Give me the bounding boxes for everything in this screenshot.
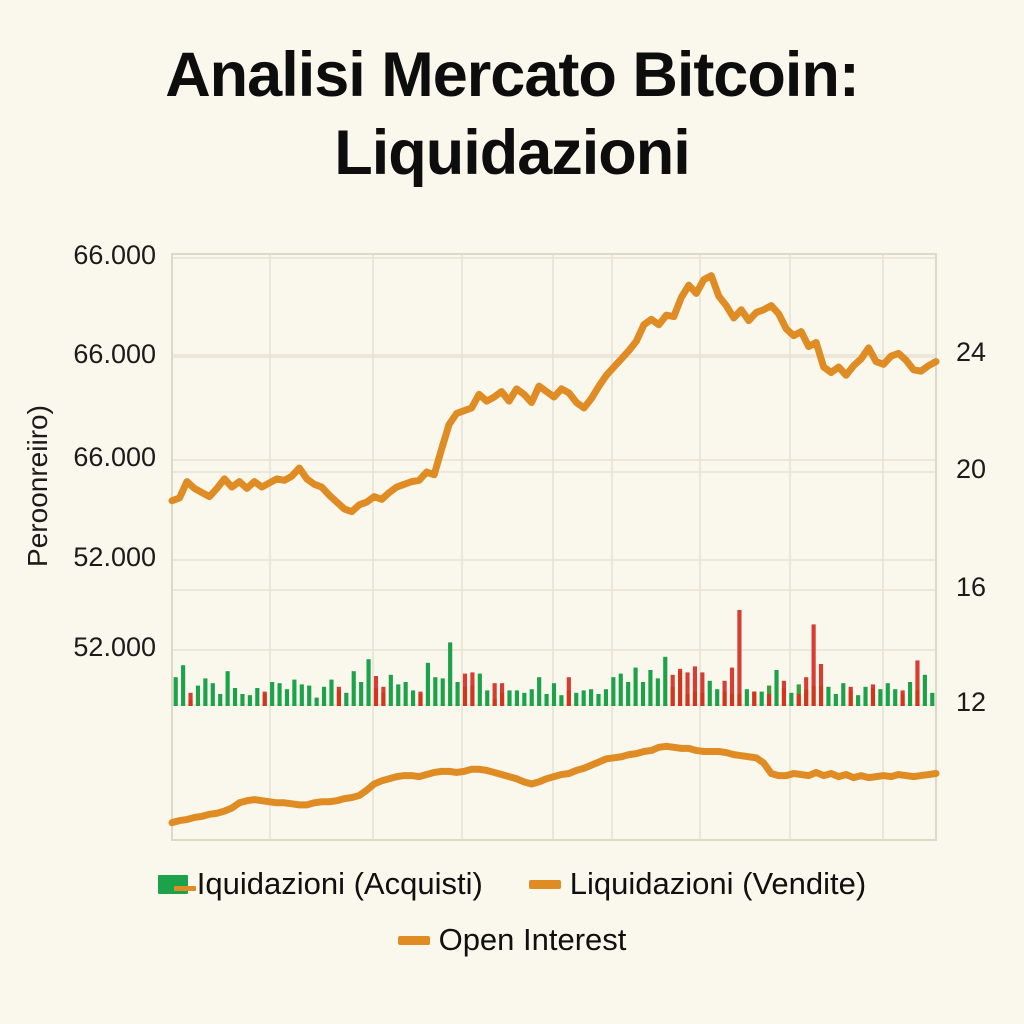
legend-label-acquisti: Iquidazioni (Acquisti) bbox=[196, 866, 483, 901]
legend-item-liquidazioni-acquisti[interactable]: Iquidazioni (Acquisti) bbox=[157, 866, 483, 902]
y-axis-left-tick-3: 52.000 bbox=[73, 542, 156, 572]
y-axis-left-tick-1: 66.000 bbox=[73, 339, 156, 369]
legend-label-open-interest: Open Interest bbox=[438, 922, 627, 957]
chart-title: Analisi Mercato Bitcoin: Liquidazioni bbox=[0, 36, 1024, 192]
legend-label-vendite: Liquidazioni (Vendite) bbox=[569, 866, 867, 901]
y-axis-right-tick-1: 20 bbox=[956, 454, 987, 484]
chart-title-line-2: Liquidazioni bbox=[334, 118, 690, 188]
y-axis-left-tick-2: 66.000 bbox=[73, 442, 156, 472]
y-axis-right-tick-3: 12 bbox=[956, 687, 987, 717]
legend-stray-orange-mark-icon bbox=[173, 886, 196, 891]
y-axis-title: Peroonreiiro) bbox=[22, 405, 53, 567]
legend-row-top: Iquidazioni (Acquisti) Liquidazioni (Ven… bbox=[0, 856, 1024, 912]
y-axis-right-tick-0: 24 bbox=[956, 337, 987, 367]
legend-item-liquidazioni-vendite[interactable]: Liquidazioni (Vendite) bbox=[528, 866, 867, 902]
legend-swatch-orange-line-2-icon bbox=[397, 935, 430, 945]
y-axis-left-tick-0: 66.000 bbox=[73, 240, 156, 270]
y-axis-right-tick-2: 16 bbox=[956, 572, 987, 602]
chart-title-line-1: Analisi Mercato Bitcoin: bbox=[165, 40, 860, 110]
legend-item-open-interest[interactable]: Open Interest bbox=[397, 922, 627, 958]
legend-row-bottom: Open Interest bbox=[0, 912, 1024, 968]
chart-legend: Iquidazioni (Acquisti) Liquidazioni (Ven… bbox=[0, 856, 1024, 968]
legend-swatch-orange-line-icon bbox=[528, 879, 561, 889]
y-axis-left-tick-4: 52.000 bbox=[73, 632, 156, 662]
